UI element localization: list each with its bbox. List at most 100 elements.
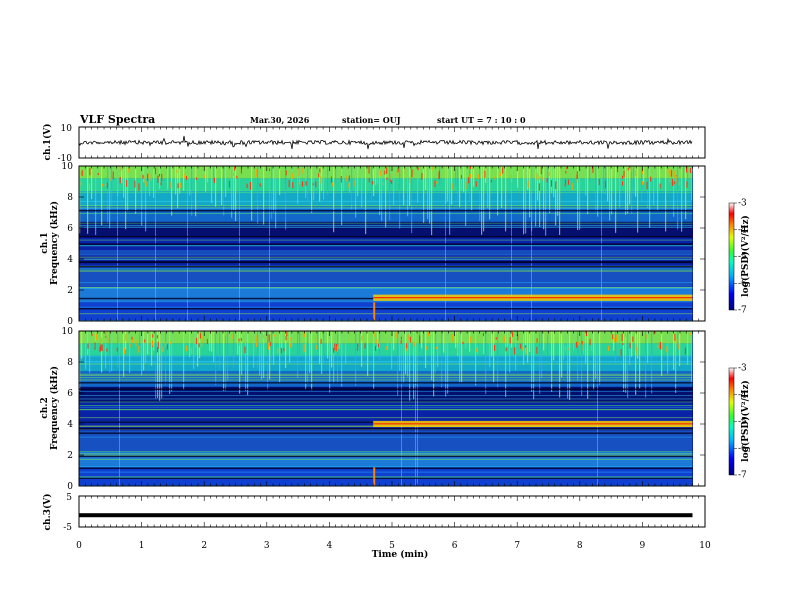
spectro-hot-speckle (303, 344, 305, 353)
spectro-spike (251, 166, 253, 221)
y-tick-label: 2 (67, 286, 73, 296)
spectro-hot-speckle (686, 181, 688, 188)
spectro-hot-speckle (302, 181, 304, 187)
spectro-line (79, 224, 693, 226)
spectro-hot-speckle (260, 177, 262, 185)
spectro-hot-speckle (356, 348, 358, 351)
spectro-spike (165, 331, 167, 385)
spectro-line (79, 395, 693, 397)
spectro-hot-speckle (576, 341, 578, 348)
spectro-hot-speckle (209, 331, 211, 334)
spectro-hot-speckle (316, 344, 318, 350)
spectro-hot-speckle (659, 183, 661, 189)
spectro-hot-speckle (689, 168, 691, 174)
spectro-hot-speckle (301, 167, 303, 174)
spectro-spike (241, 331, 243, 375)
spectro-hot-speckle (91, 333, 93, 337)
spectro-line (79, 374, 693, 376)
spectro-line (79, 401, 693, 403)
spectro-spike (443, 331, 445, 353)
spectro-spike (547, 331, 549, 356)
spectro-spike (233, 331, 235, 369)
spectro-spike (365, 166, 367, 235)
spectro-spike (405, 331, 407, 375)
spectro-spike (247, 331, 249, 396)
spectro-spike (649, 166, 651, 228)
spectro-hot-speckle (613, 338, 615, 342)
spectro-spike (457, 166, 459, 201)
spectro-spike (657, 166, 659, 211)
spectro-spike (111, 166, 113, 207)
spectro-hot-speckle (361, 335, 363, 341)
spectro-spike (211, 166, 213, 204)
spectro-hot-speckle (650, 176, 652, 182)
spectro-spike (447, 166, 449, 202)
spectro-line (79, 205, 693, 207)
spectro-line (79, 451, 693, 452)
spectro-hot-speckle (511, 331, 513, 335)
spectro-spike (661, 331, 663, 377)
spectro-hot-speckle (195, 177, 197, 180)
spectro-spike (179, 166, 181, 194)
spectro-spike (471, 166, 473, 212)
spectro-spike (197, 331, 199, 367)
spectro-hot-speckle (148, 172, 150, 179)
spectro-hot-speckle (286, 331, 288, 336)
spectro-hot-speckle (236, 175, 238, 179)
spectro-hot-speckle (495, 337, 497, 340)
spectro-spike (87, 166, 89, 234)
spectro-spike (361, 331, 363, 367)
y-tick-label: 4 (67, 255, 73, 265)
spectro-spike (491, 331, 493, 357)
spectro-spike (525, 331, 527, 354)
spectro-spike (273, 331, 275, 366)
spectro-spike (459, 166, 461, 208)
spectro-hot-speckle (155, 167, 157, 175)
spectro-spike (121, 166, 123, 184)
spectro-spike (599, 331, 601, 385)
spectro-spike (479, 166, 481, 222)
spectro-hot-speckle (462, 341, 464, 345)
spectro-spike (389, 166, 391, 221)
spectro-spike (579, 166, 581, 230)
spectro-spike (687, 166, 689, 185)
spectro-spike (207, 166, 209, 183)
spectro-spike (517, 166, 519, 188)
spectro-dark-line (79, 382, 693, 384)
spectro-hot-speckle (617, 166, 619, 173)
spectro-hot-speckle (179, 182, 181, 189)
spectro-spike (431, 331, 433, 381)
spectro-hot-speckle (411, 169, 413, 177)
spectro-spike (381, 166, 383, 221)
spectro-spike (481, 166, 483, 235)
spectro-hot-speckle (336, 346, 338, 352)
spectro-dark-line (79, 477, 693, 480)
spectro-hot-speckle (676, 338, 678, 345)
spectro-hot-speckle (512, 332, 514, 337)
spectro-hot-speckle (465, 181, 467, 189)
spectro-spike (189, 331, 191, 358)
spectro-dark-line (79, 235, 693, 238)
spectro-spike (487, 166, 489, 208)
spectro-hot-speckle (280, 170, 282, 178)
spectro-hot-speckle (131, 337, 133, 343)
colorbar-tick-label: -7 (738, 471, 747, 481)
spectro-spike (147, 331, 149, 355)
ch1-wave-series (78, 135, 693, 150)
spectro-hot-speckle (576, 171, 578, 179)
spectro-hot-speckle (364, 343, 366, 349)
spectro-spike (673, 166, 675, 217)
spectro-hot-speckle (312, 183, 314, 186)
spectro-hot-speckle (478, 174, 480, 180)
spectro-spike (271, 331, 273, 362)
spectro-spike (253, 331, 255, 368)
spectro-hot-speckle (129, 344, 131, 348)
spectro-hot-speckle (177, 183, 179, 189)
spectro-spike (375, 166, 377, 186)
spectro-hot-speckle (631, 167, 633, 172)
spectro-hot-speckle (678, 181, 680, 186)
spectro-hot-speckle (620, 348, 622, 357)
spectro-spike (323, 166, 325, 200)
spectro-hot-speckle (646, 334, 648, 339)
spectro-dark-line (79, 388, 693, 391)
